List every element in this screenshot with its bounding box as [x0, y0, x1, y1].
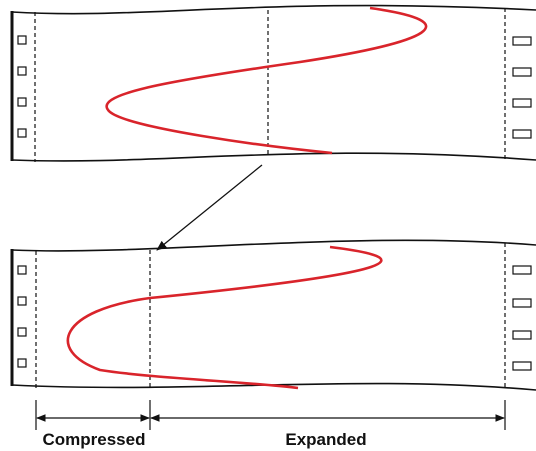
waveform — [66, 245, 383, 390]
perforations — [17, 35, 532, 139]
waveform — [105, 6, 428, 155]
strip-edge — [11, 152, 536, 162]
arrow — [156, 164, 263, 251]
bottom-strip — [10, 239, 536, 391]
strip-edge — [11, 4, 536, 15]
dimensions — [35, 400, 506, 430]
strip-edge — [11, 239, 536, 252]
label: Compressed — [43, 430, 146, 449]
top-strip — [10, 4, 536, 162]
label: Expanded — [285, 430, 366, 449]
perforations — [17, 265, 532, 371]
